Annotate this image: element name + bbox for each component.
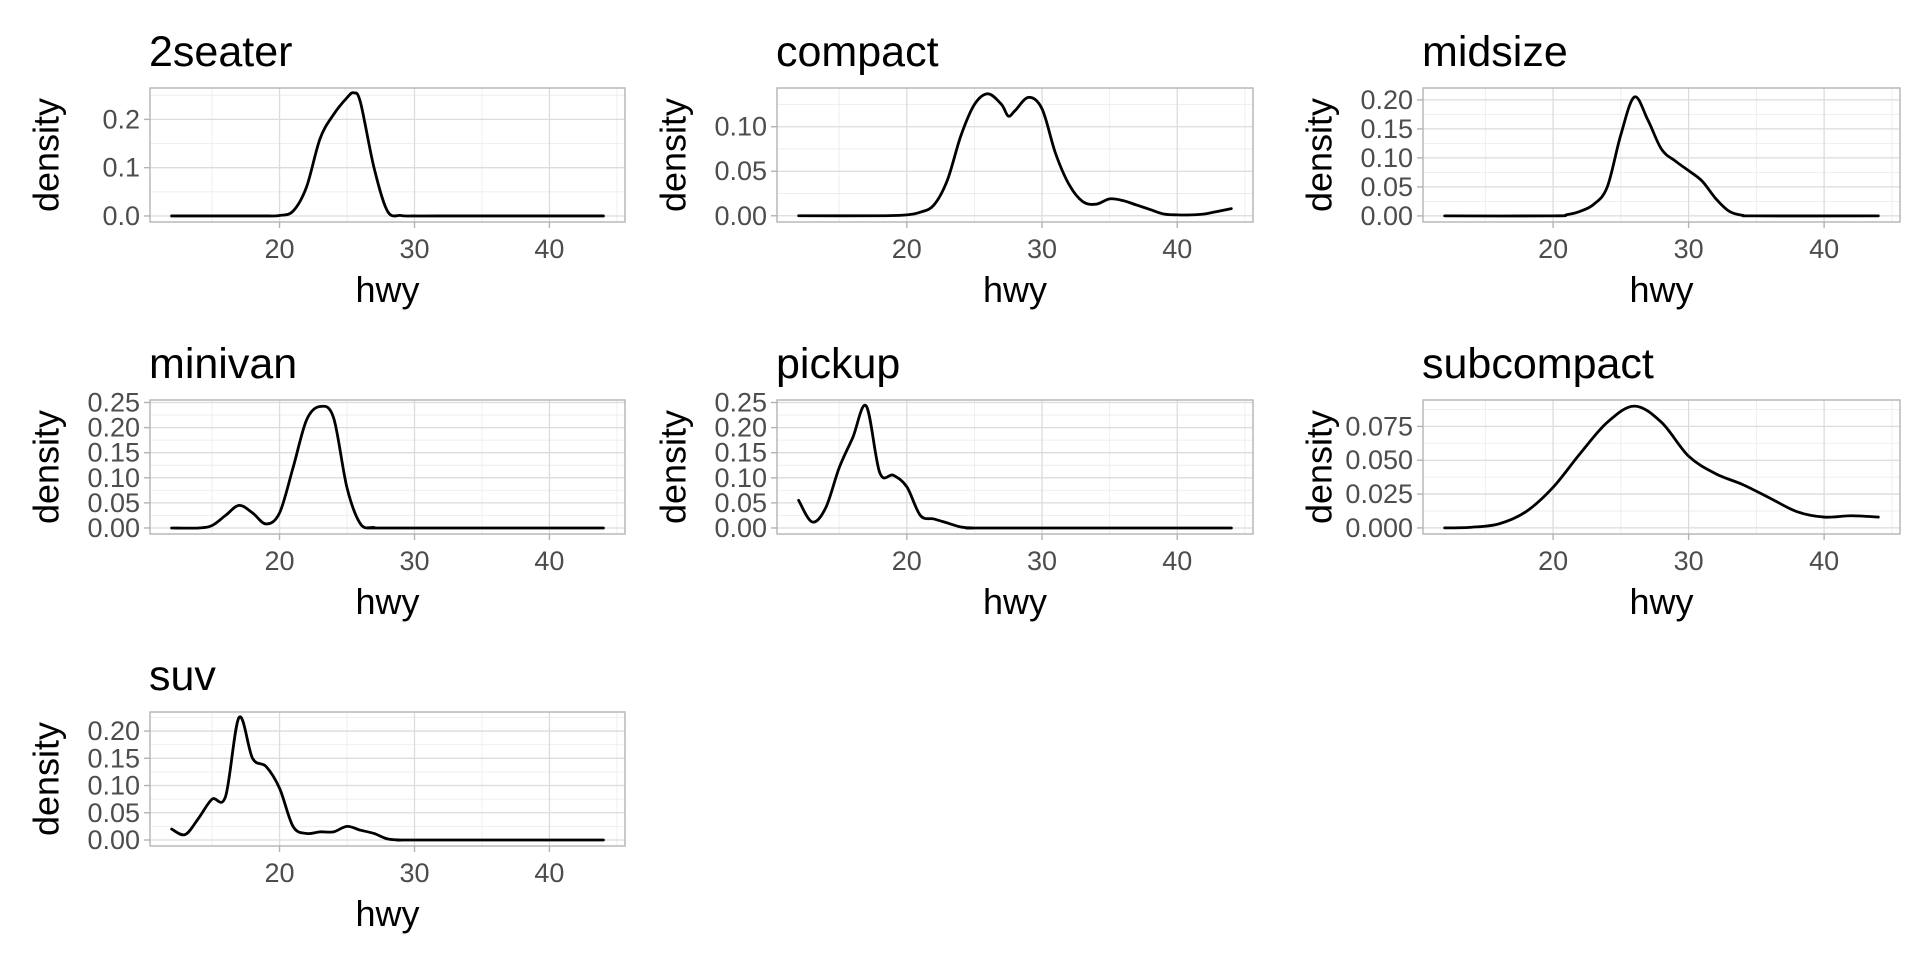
y-tick-label: 0.05	[87, 798, 140, 828]
x-axis-title: hwy	[983, 581, 1047, 622]
y-tick-label: 0.10	[1360, 143, 1413, 173]
x-tick-label: 30	[1674, 234, 1704, 264]
y-tick-label: 0.25	[87, 388, 140, 418]
y-tick-label: 0.00	[714, 513, 767, 543]
density-line	[170, 404, 605, 530]
x-tick-label: 20	[1538, 234, 1568, 264]
density-line	[170, 715, 605, 842]
x-tick-label: 20	[892, 546, 922, 576]
y-axis-title: density	[653, 98, 694, 212]
y-tick-label: 0.20	[714, 413, 767, 443]
facet-panel: 20 30 40 0.00 0.05 0.10 compact hwy density	[653, 28, 1254, 310]
x-tick-label: 40	[534, 546, 564, 576]
y-tick-label: 0.15	[87, 438, 140, 468]
x-tick-label: 20	[1538, 546, 1568, 576]
x-tick-label: 30	[1674, 546, 1704, 576]
y-tick-label: 0.10	[87, 463, 140, 493]
x-tick-label: 20	[892, 234, 922, 264]
panel-title: subcompact	[1422, 340, 1654, 388]
x-tick-label: 40	[534, 858, 564, 888]
y-tick-label: 0.20	[1360, 85, 1413, 115]
x-axis-title: hwy	[355, 581, 419, 622]
y-tick-label: 0.10	[714, 463, 767, 493]
x-axis-title: hwy	[1629, 581, 1693, 622]
panel-title: pickup	[776, 340, 900, 388]
y-tick-label: 0.00	[714, 201, 767, 231]
y-tick-label: 0.00	[87, 513, 140, 543]
y-tick-label: 0.05	[714, 156, 767, 186]
x-tick-label: 20	[265, 858, 295, 888]
density-line	[1443, 404, 1880, 530]
facet-panel: 20 30 40 0.000.050.100.150.20 suv hwy density	[26, 652, 626, 934]
x-axis-title: hwy	[983, 269, 1047, 310]
y-tick-label: 0.1	[102, 153, 140, 183]
y-tick-label: 0.20	[87, 413, 140, 443]
panel-border	[149, 399, 626, 535]
density-line	[170, 91, 605, 218]
panel-border	[776, 87, 1254, 223]
x-axis-title: hwy	[355, 269, 419, 310]
y-tick-label: 0.05	[1360, 172, 1413, 202]
facet-panel: 20 30 40 0.000.050.100.150.200.25 minivan hwy…	[26, 340, 626, 622]
y-tick-label: 0.05	[714, 488, 767, 518]
density-line	[1443, 95, 1880, 218]
x-tick-label: 20	[265, 234, 295, 264]
panel-border	[1422, 399, 1901, 535]
y-tick-label: 0.00	[1360, 201, 1413, 231]
y-axis-title: density	[26, 722, 67, 836]
y-tick-label: 0.15	[1360, 114, 1413, 144]
y-tick-label: 0.15	[87, 743, 140, 773]
facet-panel: 20 30 40 0.000 0.025 0.050 0.075 subcompact hwy d…	[1299, 340, 1901, 622]
y-axis-title: density	[26, 410, 67, 524]
y-tick-label: 0.050	[1345, 445, 1413, 475]
panel-title: minivan	[149, 340, 297, 388]
panel-title: midsize	[1422, 28, 1568, 76]
panel-title: 2seater	[149, 28, 292, 76]
y-tick-label: 0.10	[87, 771, 140, 801]
density-line	[797, 403, 1233, 530]
x-tick-label: 40	[1809, 546, 1839, 576]
x-tick-label: 40	[1162, 234, 1192, 264]
y-tick-label: 0.10	[714, 112, 767, 142]
density-line	[797, 92, 1233, 218]
y-axis-title: density	[1299, 410, 1340, 524]
y-tick-label: 0.20	[87, 716, 140, 746]
y-axis-title: density	[26, 98, 67, 212]
x-tick-label: 20	[265, 546, 295, 576]
panel-title: compact	[776, 28, 939, 76]
panel-border	[1422, 87, 1901, 223]
y-tick-label: 0.15	[714, 438, 767, 468]
y-tick-label: 0.000	[1345, 513, 1413, 543]
x-axis-title: hwy	[1629, 269, 1693, 310]
x-axis-title: hwy	[355, 893, 419, 934]
panel-border	[149, 711, 626, 847]
x-tick-label: 30	[399, 234, 429, 264]
y-tick-label: 0.05	[87, 488, 140, 518]
y-axis-title: density	[1299, 98, 1340, 212]
x-tick-label: 40	[1809, 234, 1839, 264]
facet-panel: 20 30 40 0.000.050.100.150.20 midsize hwy dens…	[1299, 28, 1901, 310]
y-tick-label: 0.00	[87, 825, 140, 855]
facet-panel: 20 30 40 0.0 0.1 0.2 2seater hwy density	[26, 28, 626, 310]
panel-title: suv	[149, 652, 216, 700]
y-axis-title: density	[653, 410, 694, 524]
x-tick-label: 30	[1027, 546, 1057, 576]
y-tick-label: 0.0	[102, 201, 140, 231]
x-tick-label: 30	[1027, 234, 1057, 264]
x-tick-label: 30	[399, 546, 429, 576]
y-tick-label: 0.025	[1345, 479, 1413, 509]
y-tick-label: 0.075	[1345, 411, 1413, 441]
panel-border	[776, 399, 1254, 535]
panel-border	[149, 87, 626, 223]
y-tick-label: 0.25	[714, 388, 767, 418]
y-tick-label: 0.2	[102, 104, 140, 134]
x-tick-label: 40	[534, 234, 564, 264]
x-tick-label: 30	[399, 858, 429, 888]
facet-panel: 20 30 40 0.000.050.100.150.200.25 pickup hwy d…	[653, 340, 1254, 622]
x-tick-label: 40	[1162, 546, 1192, 576]
